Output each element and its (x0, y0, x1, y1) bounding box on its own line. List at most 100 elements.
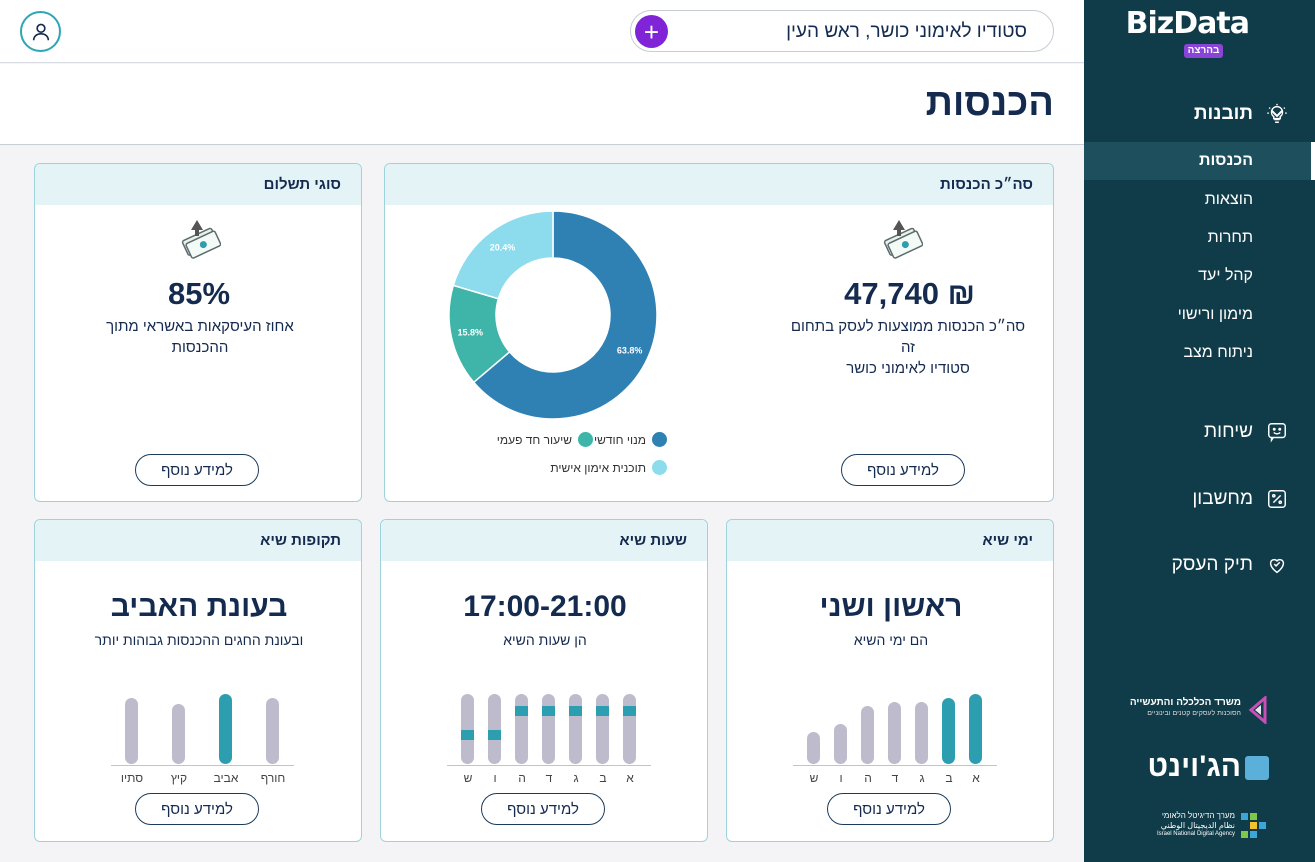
business-name: סטודיו לאימוני כושר, ראש העין (786, 21, 1027, 42)
chart-tick-label: ו (839, 771, 843, 785)
legend-dot (578, 432, 593, 447)
legend-label: שיעור חד פעמי (496, 432, 572, 447)
chart-tick-label: ש (463, 771, 473, 785)
chart-bar (596, 694, 609, 764)
card-peak-hours: שעות שיא 17:00-21:00 הן שעות השיא ש ו ה ד ג ב… (380, 519, 708, 842)
chart-bar (915, 702, 928, 764)
card-peak-seasons: תקופות שיא בעונת האביב ובעונת החגים ההכנ… (34, 519, 362, 842)
chart-tick-label: קיץ (170, 771, 188, 785)
joint-logo-icon (1245, 756, 1269, 780)
chart-bar (569, 694, 582, 764)
chart-tick-label: ב (945, 771, 953, 785)
plus-icon: + (643, 16, 660, 47)
sidebar-item-target-audience[interactable]: קהל יעד (1198, 267, 1253, 284)
sponsor-text: הסוכנות לעסקים קטנים ובינוניים (1147, 710, 1241, 717)
donut-slice (472, 210, 658, 420)
more-info-button[interactable]: למידע נוסף (135, 454, 259, 486)
desc-line: סטודיו לאימוני כושר (846, 360, 970, 377)
desc-line: אחוז העיסקאות באשראי מתוך (106, 318, 294, 335)
chart-bar-highlight (569, 706, 582, 716)
more-info-button[interactable]: למידע נוסף (481, 793, 605, 825)
chart-tick-label: ה (864, 771, 872, 785)
legend-item: מנוי חודשי (594, 432, 667, 447)
sidebar-section-portfolio[interactable]: תיק העסק (1084, 547, 1315, 583)
user-avatar-button[interactable] (20, 11, 61, 52)
chart-bar (488, 694, 501, 764)
donut-slice (452, 210, 554, 300)
sponsor-text: نظام الديجيتال الوطني (1160, 821, 1235, 830)
card-title: סוגי תשלום (35, 164, 361, 205)
digital-agency-logo-icon (1239, 811, 1267, 841)
chart-tick-label: ד (891, 771, 899, 785)
sponsor-text: משרד הכלכלה והתעשייה (1129, 697, 1241, 708)
legend-item: שיעור חד פעמי (497, 432, 593, 447)
chart-tick-label: ש (809, 771, 819, 785)
chart-bar (942, 698, 955, 764)
chart-tick-label: סתיו (120, 771, 144, 785)
donut-slice-label: 15.8% (458, 327, 484, 337)
sidebar: BizData בהרצה תובנות הכנסות הוצאות תחרות… (1084, 0, 1315, 862)
chart-bar (461, 694, 474, 764)
peak-seasons-desc: ובעונת החגים ההכנסות גבוהות יותר (94, 632, 304, 648)
chevron-down-icon[interactable] (1270, 106, 1284, 122)
card-peak-days: ימי שיא ראשון ושני הם ימי השיא ש ו ה ד ג ב א ל… (726, 519, 1054, 842)
more-info-button[interactable]: למידע נוסף (135, 793, 259, 825)
chart-tick-label: אביב (213, 771, 239, 785)
page-title: הכנסות (925, 82, 1054, 124)
legend-label: תוכנית אימון אישית (550, 460, 646, 475)
desc-line: סה״כ הכנסות ממוצעות לעסק בתחום זה (790, 318, 1026, 356)
ministry-logo-icon (1247, 694, 1267, 726)
sidebar-item-situation-analysis[interactable]: ניתוח מצב (1183, 344, 1253, 361)
legend-dot (652, 432, 667, 447)
top-bar: סטודיו לאימוני כושר, ראש העין + (0, 0, 1084, 63)
sidebar-item-competition[interactable]: תחרות (1207, 229, 1253, 246)
chart-baseline (793, 765, 997, 766)
peak-days-desc: הם ימי השיא (853, 632, 929, 648)
donut-slice-label: 20.4% (490, 242, 516, 252)
chart-baseline (447, 765, 651, 766)
chart-bar-highlight (461, 730, 474, 740)
beta-badge: בהרצה (1183, 44, 1224, 58)
sidebar-section-chats[interactable]: שיחות (1084, 414, 1315, 450)
sidebar-item-expenses[interactable]: הוצאות (1204, 191, 1253, 208)
chart-bar (172, 704, 185, 764)
card-title: שעות שיא (381, 520, 707, 561)
chart-bar (969, 694, 982, 764)
total-income-desc: סה״כ הכנסות ממוצעות לעסק בתחום זה סטודיו… (783, 316, 1033, 379)
chart-bar (266, 698, 279, 764)
legend-dot (652, 460, 667, 475)
business-selector[interactable]: סטודיו לאימוני כושר, ראש העין + (630, 10, 1054, 52)
sponsor-text: מערך הדיגיטל הלאומי (1161, 811, 1235, 820)
heart-icon (1265, 553, 1289, 577)
chart-tick-label: א (972, 771, 980, 785)
sidebar-item-income[interactable]: הכנסות (1084, 142, 1315, 180)
sidebar-section-label: שיחות (1204, 421, 1253, 442)
chart-tick-label: ג (919, 771, 925, 785)
percent-calculator-icon (1265, 487, 1289, 511)
more-info-button[interactable]: למידע נוסף (827, 793, 951, 825)
card-payment-types: סוגי תשלום 85% אחוז העיסקאות באשראי מתוך… (34, 163, 362, 502)
sidebar-section-label: תובנות (1193, 103, 1253, 124)
chart-bar (861, 706, 874, 764)
sidebar-section-calculator[interactable]: מחשבון (1084, 481, 1315, 517)
sidebar-item-funding[interactable]: מימון ורישוי (1177, 306, 1253, 323)
chart-tick-label: חורף (260, 771, 286, 785)
chart-bar (834, 724, 847, 764)
sidebar-section-insights[interactable]: תובנות (1084, 96, 1315, 132)
page-header: הכנסות (0, 64, 1084, 145)
sponsor-text: הג'וינט (1147, 750, 1241, 783)
chart-legend: מנוי חודשי שיעור חד פעמי תוכנית אימון אי… (485, 432, 685, 475)
chart-bar-highlight (623, 706, 636, 716)
chart-bar (219, 694, 232, 764)
lightbulb-icon (1265, 102, 1289, 126)
chart-tick-label: ג (573, 771, 579, 785)
sidebar-section-label: תיק העסק (1171, 554, 1253, 575)
bizdata-logo[interactable]: BizData בהרצה (1125, 6, 1250, 58)
add-business-button[interactable]: + (635, 15, 668, 48)
chart-bar (888, 702, 901, 764)
legend-item: תוכנית אימון אישית (550, 460, 667, 475)
chart-bar-highlight (542, 706, 555, 716)
more-info-button[interactable]: למידע נוסף (841, 454, 965, 486)
logo-text: BizData (1125, 6, 1250, 41)
